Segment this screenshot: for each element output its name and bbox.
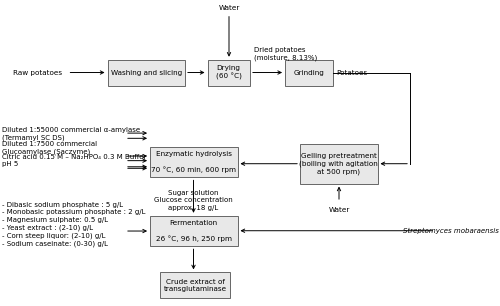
Text: Streptomyces mobaraensis: Streptomyces mobaraensis	[403, 228, 499, 234]
Text: Water: Water	[218, 5, 240, 11]
Text: Gelling pretreatment
(boiling with agitation
at 500 rpm): Gelling pretreatment (boiling with agita…	[300, 153, 378, 175]
Bar	[208, 60, 250, 86]
Text: Water: Water	[328, 207, 349, 213]
Bar	[108, 60, 185, 86]
Text: Potatoes: Potatoes	[336, 69, 367, 76]
Bar	[150, 147, 238, 177]
Text: Sugar solution
Glucose concentration
approx. 18 g/L: Sugar solution Glucose concentration app…	[154, 190, 233, 211]
Text: Washing and slicing: Washing and slicing	[110, 70, 182, 76]
Text: Citric acid 0.15 M – Na₂HPO₄ 0.3 M Buffer
pH 5: Citric acid 0.15 M – Na₂HPO₄ 0.3 M Buffe…	[2, 154, 147, 167]
Bar	[285, 60, 333, 86]
Text: Enzymatic hydrolysis

70 °C, 60 min, 600 rpm: Enzymatic hydrolysis 70 °C, 60 min, 600 …	[151, 151, 236, 173]
Bar	[150, 216, 238, 246]
Text: Fermentation

26 °C, 96 h, 250 rpm: Fermentation 26 °C, 96 h, 250 rpm	[156, 220, 232, 242]
Text: Dried potatoes
(moisture, 8.13%): Dried potatoes (moisture, 8.13%)	[254, 47, 318, 61]
Text: Drying
(60 °C): Drying (60 °C)	[216, 65, 242, 80]
Text: - Dibasic sodium phosphate : 5 g/L
- Monobasic potassium phosphate : 2 g/L
- Mag: - Dibasic sodium phosphate : 5 g/L - Mon…	[2, 202, 146, 247]
Text: Diluted 1:55000 commercial α-amylase
(Termamyl SC DS): Diluted 1:55000 commercial α-amylase (Te…	[2, 127, 140, 141]
Text: Grinding: Grinding	[294, 70, 324, 76]
Bar	[300, 144, 378, 184]
Text: Crude extract of
transglutaminase: Crude extract of transglutaminase	[164, 278, 226, 292]
Text: Diluted 1:7500 commercial
Glucoamylase (Saczyme): Diluted 1:7500 commercial Glucoamylase (…	[2, 141, 98, 155]
Bar	[160, 272, 230, 298]
Text: Raw potatoes: Raw potatoes	[13, 69, 62, 76]
